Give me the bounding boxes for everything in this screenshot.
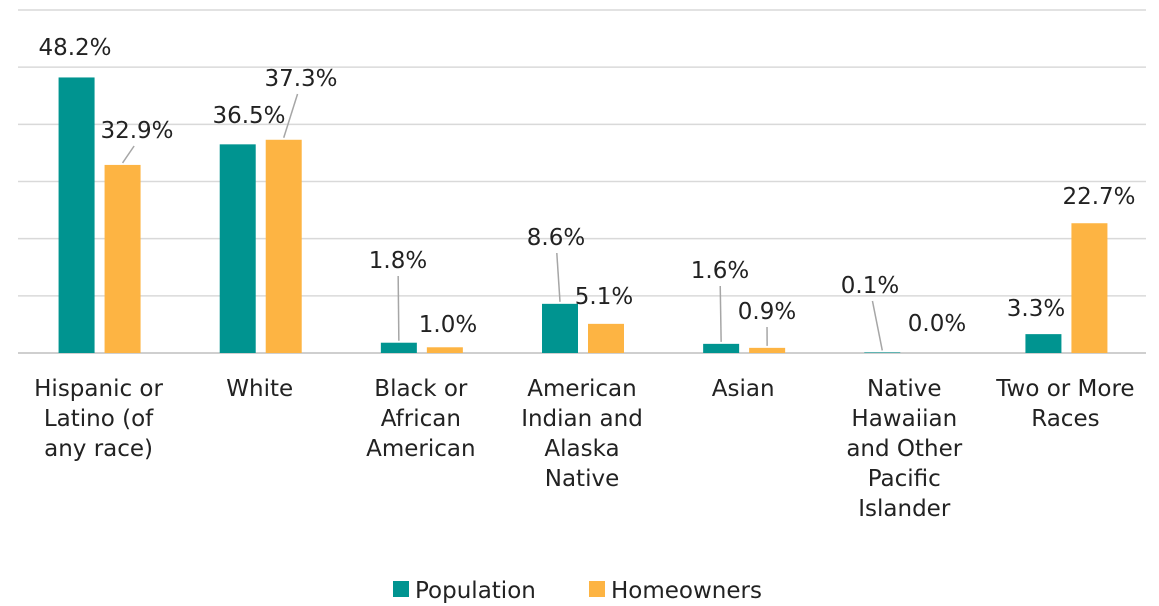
data-label: 8.6% bbox=[527, 225, 585, 251]
leader-line bbox=[871, 300, 884, 351]
bar bbox=[588, 323, 624, 353]
data-label: 0.1% bbox=[841, 273, 899, 299]
leader-line bbox=[121, 145, 135, 164]
bar bbox=[265, 139, 302, 353]
data-label: 5.1% bbox=[575, 284, 633, 310]
data-label: 0.9% bbox=[738, 299, 796, 325]
legend-swatch bbox=[393, 581, 409, 597]
x-tick-label: Asian bbox=[711, 376, 775, 402]
bar bbox=[749, 347, 786, 353]
bar bbox=[864, 352, 901, 353]
bar bbox=[58, 77, 95, 353]
data-label: 1.0% bbox=[419, 312, 477, 338]
data-label: 0.0% bbox=[908, 311, 966, 337]
leader-line bbox=[397, 275, 400, 341]
bar bbox=[1071, 223, 1108, 353]
x-tick-label: Black or African American bbox=[366, 376, 476, 462]
x-tick-label: White bbox=[226, 376, 294, 402]
bar bbox=[542, 303, 578, 353]
legend-label: Population bbox=[415, 578, 536, 604]
data-label: 36.5% bbox=[212, 103, 285, 129]
data-label: 1.6% bbox=[691, 258, 749, 284]
bar bbox=[219, 144, 256, 353]
data-label: 1.8% bbox=[369, 248, 427, 274]
bar bbox=[1025, 334, 1062, 353]
legend-swatch bbox=[589, 581, 605, 597]
data-label: 22.7% bbox=[1062, 184, 1135, 210]
bar bbox=[703, 343, 740, 353]
leader-line bbox=[556, 252, 561, 302]
leader-line bbox=[719, 285, 722, 342]
data-label: 32.9% bbox=[100, 118, 173, 144]
legend-label: Homeowners bbox=[611, 578, 762, 604]
data-label: 48.2% bbox=[38, 35, 111, 61]
leader-line bbox=[282, 93, 299, 138]
bar bbox=[426, 347, 463, 353]
data-label: 3.3% bbox=[1007, 296, 1065, 322]
x-tick-label: Native Hawaiian and Other Pacific Island… bbox=[846, 376, 963, 522]
x-tick-label: Hispanic or Latino (of any race) bbox=[34, 376, 163, 462]
data-label: 37.3% bbox=[264, 66, 337, 92]
bar bbox=[380, 342, 417, 353]
x-tick-label: American Indian and Alaska Native bbox=[521, 376, 643, 492]
bar bbox=[104, 164, 141, 353]
x-tick-label: Two or More Races bbox=[996, 376, 1135, 432]
